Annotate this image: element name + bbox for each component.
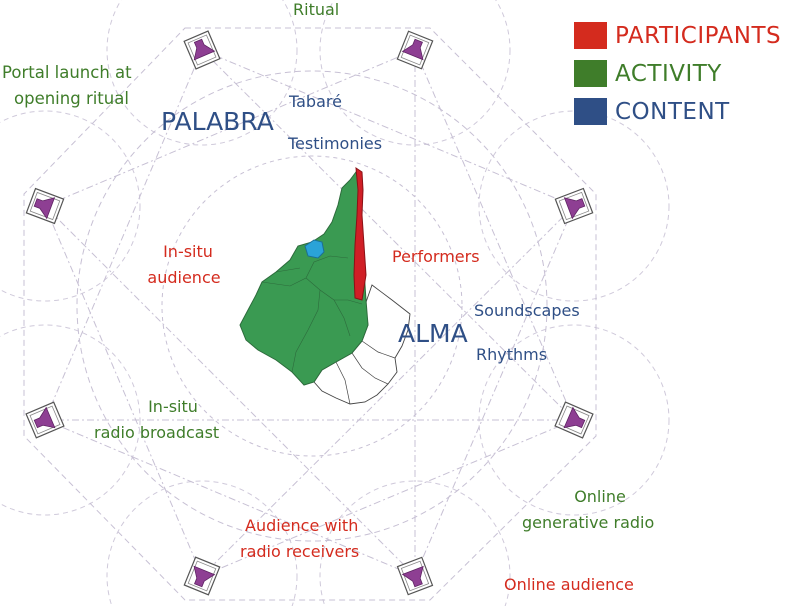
grid-line (414, 205, 575, 577)
octagon-outline (23, 27, 597, 601)
label-insitu-audience-line1: In-situ (163, 242, 213, 261)
speaker-icon (183, 556, 221, 596)
speaker-icon (25, 187, 65, 225)
label-soundscapes: Soundscapes (474, 301, 580, 320)
speaker-range-arc (0, 110, 141, 302)
legend-swatch-content (574, 98, 607, 125)
label-rhythms: Rhythms (476, 345, 548, 364)
map-green-internal-borders (261, 255, 363, 373)
legend-swatch-participants (574, 22, 607, 49)
label-tabare: Tabaré (289, 92, 342, 111)
map-east-internal-border (335, 340, 396, 405)
label-portal-line2: opening ritual (14, 89, 129, 108)
grid-line (201, 49, 575, 421)
speaker-icon (396, 30, 434, 70)
speaker-range-arc (106, 480, 298, 610)
speaker-icon (396, 556, 434, 596)
speaker-field-grid (0, 0, 670, 610)
label-ritual: Ritual (293, 0, 340, 19)
map-red-region (353, 167, 367, 301)
legend-label-participants: PARTICIPANTS (615, 22, 782, 49)
country-map (239, 167, 411, 405)
label-alma: ALMA (398, 319, 468, 348)
grid-line (201, 205, 575, 577)
speaker-icon (183, 30, 221, 70)
grid-line (44, 205, 203, 577)
label-online-radio-line2: generative radio (522, 513, 655, 532)
label-insitu-radio-line2: radio broadcast (94, 423, 220, 442)
speaker-range-arc (106, 0, 298, 146)
speaker-range-arc (478, 110, 670, 302)
label-receivers-line1: Audience with (245, 516, 359, 535)
grid-line (414, 49, 575, 421)
legend-label-activity: ACTIVITY (615, 60, 722, 87)
speaker-range-arc (478, 324, 670, 516)
legend-swatch-activity (574, 60, 607, 87)
grid-circle (161, 155, 463, 457)
label-performers: Performers (392, 247, 480, 266)
grid-line (201, 49, 575, 207)
map-blue-region (304, 239, 325, 259)
label-online-audience: Online audience (504, 575, 634, 594)
legend-participants: PARTICIPANTS (574, 22, 781, 49)
grid-line (201, 419, 575, 577)
speaker-icon (554, 187, 594, 225)
speaker-range-arc (319, 0, 511, 146)
label-testimonies: Testimonies (288, 134, 383, 153)
speaker-range-arc (0, 324, 141, 516)
legend-label-content: CONTENT (615, 98, 730, 125)
speaker-range-arc (319, 480, 511, 610)
legend-content: CONTENT (574, 98, 730, 125)
grid-line (44, 49, 416, 207)
legend-activity: ACTIVITY (574, 60, 722, 87)
speaker-array (25, 30, 594, 596)
grid-line (44, 205, 416, 577)
label-insitu-audience-line2: audience (147, 268, 221, 287)
label-online-radio-line1: Online (574, 487, 626, 506)
label-receivers-line2: radio receivers (240, 542, 360, 561)
label-portal-line1: Portal launch at (2, 63, 132, 82)
grid-line (44, 49, 203, 421)
speaker-icon (25, 401, 65, 439)
grid-line (44, 419, 416, 577)
label-palabra: PALABRA (161, 107, 274, 136)
speaker-icon (554, 401, 594, 439)
grid-circle (76, 70, 548, 542)
label-insitu-radio-line1: In-situ (148, 397, 198, 416)
map-green-region (239, 170, 369, 386)
